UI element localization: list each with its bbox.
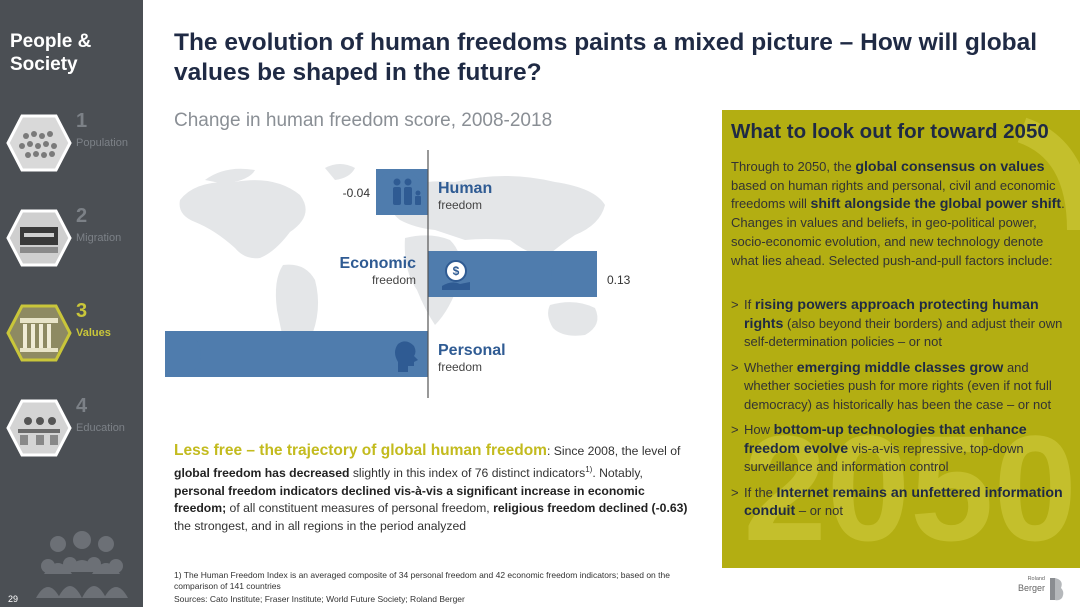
outlook-panel: 2050 What to look out for toward 2050 Th…	[722, 110, 1080, 568]
bullet-bold: emerging middle classes grow	[796, 359, 1004, 376]
intro-text-2: based on human rights and personal, civi…	[731, 177, 1056, 212]
bar-cap	[165, 331, 201, 377]
intro-bold-1: global consensus on values	[855, 159, 1045, 175]
summary-footnote-ref: 1)	[585, 464, 593, 474]
svg-text:$: $	[453, 264, 460, 278]
bullet-text: (also beyond their borders) and adjust t…	[744, 315, 1063, 350]
summary-text: Less free – the trajectory of global hum…	[174, 442, 694, 536]
bullet-text: – or not	[795, 503, 843, 518]
bullet-text: Whether	[744, 359, 797, 375]
immigration-sign-icon	[6, 209, 72, 267]
summary-bold-2: personal freedom indicators declined vis…	[174, 483, 645, 516]
sidebar-item-label: Population	[76, 137, 128, 149]
category-title: Economic	[340, 255, 417, 272]
category-title: Human	[438, 180, 492, 197]
panel-intro: Through to 2050, the global consensus on…	[731, 158, 1069, 270]
bullet-text: If the	[744, 484, 777, 500]
sidebar-item-number: 3	[76, 300, 88, 322]
sources: Sources: Cato Institute; Fraser Institut…	[174, 594, 465, 604]
watermark-2050: 2050	[743, 117, 1080, 568]
bullet-marker: >	[731, 422, 739, 437]
sidebar-item-number: 2	[76, 205, 88, 227]
category-subtitle: freedom	[372, 273, 416, 287]
head-profile-icon	[395, 341, 418, 372]
intro-text-3: . Changes in values and beliefs, in geo-…	[731, 196, 1065, 268]
sidebar-title: People & Society	[10, 31, 92, 75]
crowd-photo-icon	[6, 114, 72, 172]
icons-layer: $	[393, 178, 470, 372]
sidebar: People & Society 1 Population 2 Mig	[0, 0, 143, 607]
summary-text-2: slightly in this index of 76 distinct in…	[349, 465, 586, 480]
bullet-bold: bottom-up technologies that enhance free…	[744, 422, 1027, 457]
bullet-bold: rising powers approach protecting human …	[744, 297, 1039, 332]
summary-bold-3: religious freedom declined (-0.63)	[493, 501, 688, 516]
logo-name-text: Berger	[1017, 583, 1045, 593]
sidebar-item-population[interactable]: 1 Population	[0, 110, 143, 180]
intro-text-1: Through to 2050, the	[731, 159, 856, 174]
classroom-photo-icon	[6, 399, 72, 457]
factor-list: > If rising powers approach protecting hu…	[731, 296, 1071, 528]
summary-text-5: the strongest, and in all regions in the…	[174, 519, 467, 534]
logo-mark-icon	[1050, 578, 1064, 601]
value-label: 0.13	[607, 273, 631, 287]
bullet-text: If	[744, 297, 755, 312]
category-subtitle: freedom	[438, 360, 482, 374]
bar-personal-freedom	[165, 331, 428, 377]
summary-bold-1: global freedom has decreased	[174, 465, 350, 480]
summary-lead: Less free – the trajectory of global hum…	[174, 442, 547, 459]
chart-subtitle: Change in human freedom score, 2008-2018	[174, 110, 553, 131]
bullet-text: How	[744, 422, 774, 437]
list-item: > If the Internet remains an unfettered i…	[731, 484, 1071, 521]
bullet-marker: >	[731, 484, 739, 500]
page-number: 29	[8, 594, 19, 604]
list-item: > How bottom-up technologies that enhance…	[731, 421, 1071, 477]
value-label: -0.04	[343, 186, 371, 200]
list-item: > If rising powers approach protecting hu…	[731, 296, 1071, 352]
page-title: The evolution of human freedoms paints a…	[174, 29, 1038, 86]
sidebar-item-number: 4	[76, 395, 88, 417]
roland-berger-logo: Roland Berger	[1006, 576, 1066, 602]
sidebar-item-label: Education	[76, 422, 125, 434]
summary-text-3: . Notably,	[592, 465, 643, 480]
labels-layer: -0.04Humanfreedom0.13Economicfreedom-0.2…	[340, 180, 631, 374]
columns-building-icon	[6, 304, 72, 362]
freedom-change-chart: $ -0.04Humanfreedom0.13Economicfreedom-0…	[165, 150, 631, 398]
sidebar-item-education[interactable]: 4 Education	[0, 395, 143, 465]
bullet-marker: >	[731, 359, 739, 375]
sidebar-item-label: Values	[76, 327, 111, 339]
category-title: Personal	[438, 342, 506, 359]
list-item: > Whether emerging middle classes grow an…	[731, 359, 1071, 415]
summary-text-4: of all constituent measures of personal …	[226, 501, 494, 516]
bullet-marker: >	[731, 297, 739, 312]
panel-title: What to look out for toward 2050	[731, 120, 1049, 143]
category-subtitle: freedom	[438, 198, 482, 212]
family-icon	[393, 178, 421, 205]
summary-lead-colon: : Since 2008, the level of	[546, 444, 681, 458]
dollar-hand-icon: $	[442, 260, 470, 290]
people-group-icon	[36, 531, 128, 598]
sidebar-item-number: 1	[76, 110, 88, 132]
bullet-bold: Internet remains an unfettered informati…	[744, 484, 1063, 520]
bar-cap	[551, 251, 597, 297]
sidebar-item-label: Migration	[76, 232, 122, 244]
sidebar-item-migration[interactable]: 2 Migration	[0, 205, 143, 275]
bullet-text: and whether societies push for more righ…	[744, 359, 1052, 412]
sidebar-item-values[interactable]: 3 Values	[0, 300, 143, 370]
watermark-text: 2050	[743, 404, 1077, 568]
bullet-text: vis-a-vis repressive, top-down surveilla…	[744, 440, 1024, 475]
logo-small-text: Roland	[1027, 576, 1045, 582]
intro-bold-2: shift alongside the global power shift	[810, 196, 1062, 213]
footnote: 1) The Human Freedom Index is an average…	[174, 570, 670, 591]
